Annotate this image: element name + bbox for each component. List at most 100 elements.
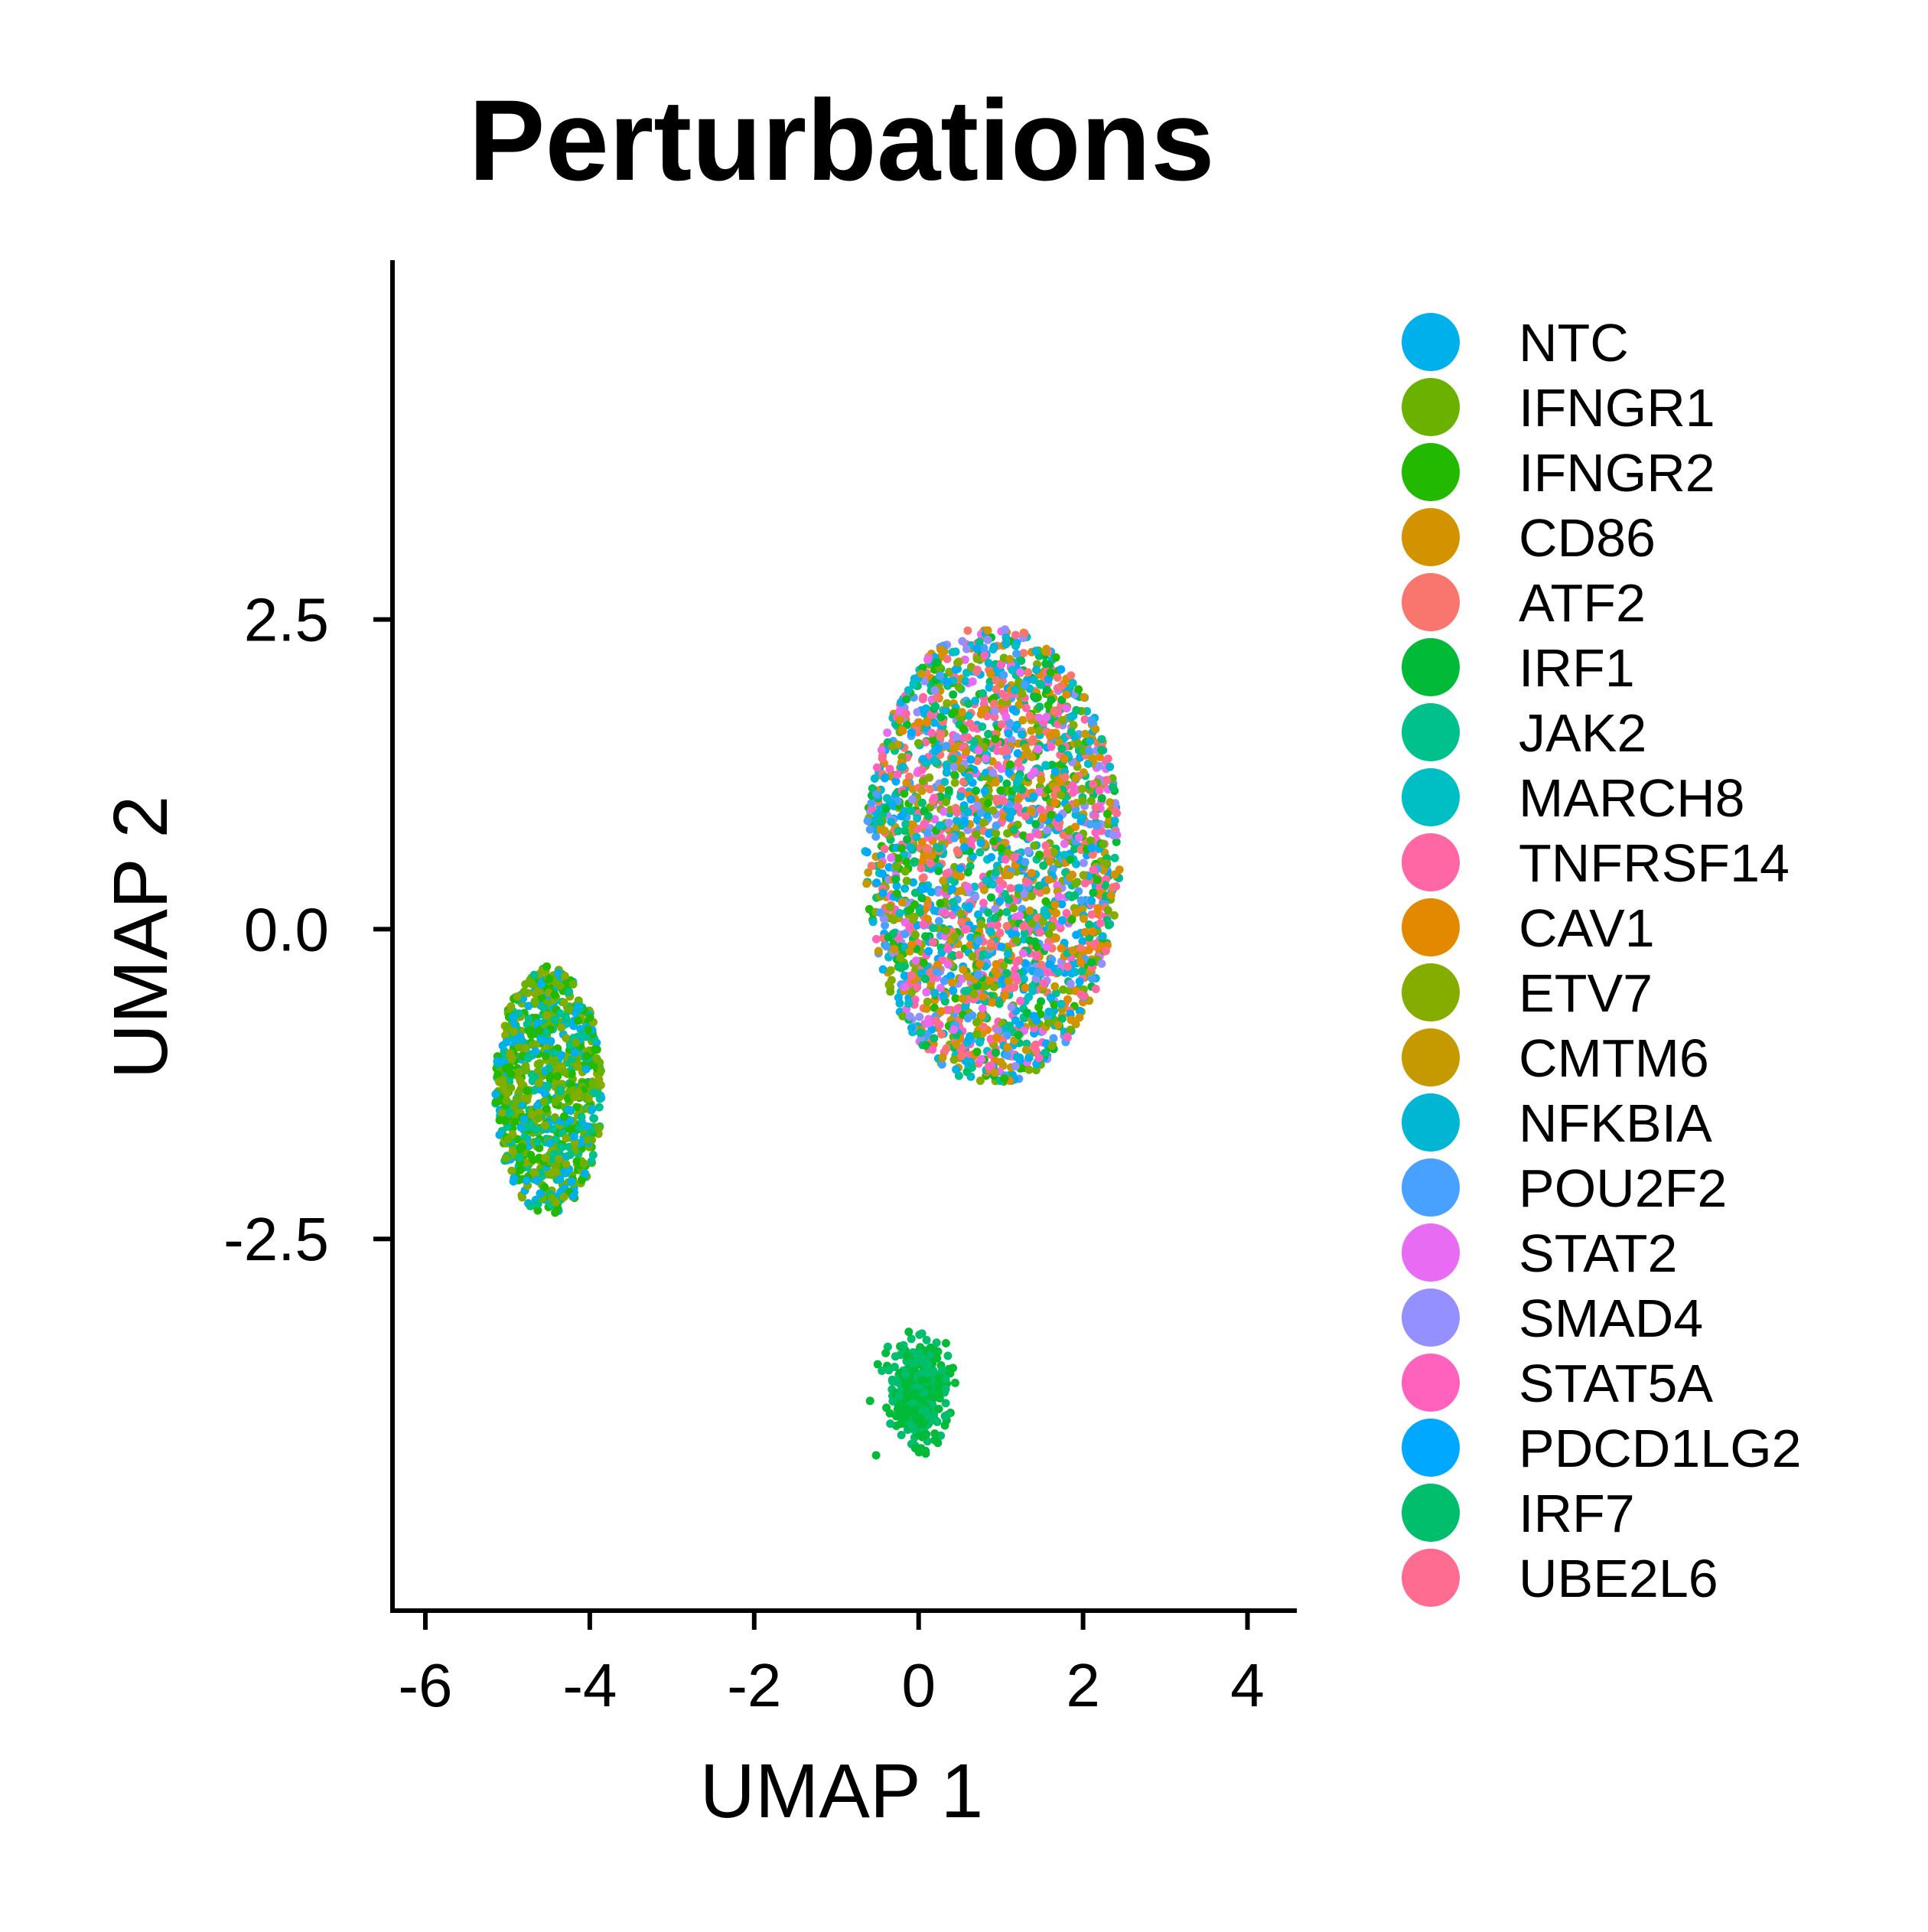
scatter-point [917, 670, 926, 679]
scatter-point [514, 1043, 523, 1052]
scatter-point [1086, 836, 1095, 845]
scatter-point [1050, 706, 1059, 715]
scatter-point [900, 884, 910, 893]
scatter-point [1028, 735, 1037, 744]
scatter-point [495, 1116, 504, 1125]
legend-key [1402, 1223, 1460, 1282]
scatter-point [528, 979, 536, 989]
scatter-point [1097, 735, 1106, 744]
scatter-point [950, 1378, 959, 1387]
scatter-point [944, 819, 953, 828]
scatter-point [1109, 911, 1119, 920]
scatter-point [1003, 1043, 1012, 1052]
scatter-point [1001, 633, 1011, 642]
scatter-point [1053, 673, 1062, 682]
scatter-point [898, 1012, 907, 1021]
scatter-point [887, 976, 896, 985]
scatter-point [1006, 884, 1015, 893]
scatter-point [1095, 752, 1104, 761]
scatter-point [1025, 906, 1034, 915]
scatter-point [1011, 641, 1020, 650]
scatter-point [1005, 655, 1014, 663]
scatter-point [542, 962, 552, 971]
scatter-point [1002, 969, 1011, 978]
scatter-point [989, 699, 998, 709]
scatter-point [878, 869, 887, 878]
scatter-point [920, 884, 930, 893]
scatter-point [1024, 668, 1033, 677]
scatter-point [1067, 712, 1076, 722]
scatter-point [903, 720, 911, 729]
legend-label: IFNGR1 [1519, 378, 1715, 438]
scatter-point [980, 650, 989, 660]
scatter-point [1005, 813, 1014, 823]
scatter-point [1106, 762, 1115, 771]
scatter-point [1009, 825, 1018, 834]
scatter-point [577, 1175, 586, 1184]
scatter-point [950, 833, 959, 842]
scatter-point [1046, 731, 1055, 741]
scatter-point [936, 712, 946, 722]
scatter-point [520, 1132, 529, 1142]
scatter-point [917, 837, 927, 846]
scatter-point [876, 860, 885, 869]
scatter-point [988, 806, 998, 815]
scatter-point [989, 836, 998, 845]
scatter-point [555, 1155, 564, 1164]
x-tick-label: -4 [562, 1651, 617, 1719]
scatter-point [594, 1075, 604, 1084]
scatter-point [881, 804, 891, 813]
scatter-point [909, 1391, 918, 1400]
scatter-point [503, 1022, 512, 1031]
scatter-point [940, 777, 949, 787]
scatter-point [1021, 983, 1030, 992]
scatter-point [1027, 726, 1036, 735]
scatter-point [978, 1012, 987, 1020]
scatter-point [871, 832, 881, 841]
scatter-point [1015, 911, 1024, 920]
scatter-point [1050, 767, 1060, 776]
scatter-point [948, 885, 956, 894]
scatter-point [574, 1016, 583, 1025]
x-ticks: -6 -4 -2 0 2 4 [398, 1611, 1265, 1719]
legend-label: ATF2 [1519, 573, 1646, 633]
scatter-point [865, 825, 874, 834]
scatter-point [1019, 831, 1028, 840]
scatter-point [1008, 705, 1018, 714]
scatter-point [992, 821, 1001, 830]
scatter-point [541, 1051, 550, 1060]
scatter-point [568, 1086, 578, 1095]
scatter-point [872, 790, 881, 799]
scatter-point [963, 733, 972, 742]
scatter-point [550, 1015, 559, 1025]
scatter-point [1089, 865, 1098, 875]
scatter-point [513, 1069, 521, 1078]
scatter-point [1080, 692, 1089, 702]
scatter-point [594, 1103, 604, 1112]
scatter-point [920, 1406, 930, 1415]
scatter-point [1054, 738, 1063, 747]
scatter-point [526, 1201, 535, 1210]
scatter-point [524, 1015, 533, 1024]
scatter-point [1017, 656, 1026, 665]
scatter-point [1004, 729, 1013, 738]
scatter-point [992, 1033, 1001, 1042]
scatter-point [1037, 960, 1046, 969]
scatter-point [933, 658, 942, 667]
scatter-point [1060, 754, 1069, 764]
scatter-point [582, 1051, 591, 1060]
scatter-point [887, 853, 896, 862]
scatter-point [872, 763, 881, 772]
scatter-point [1045, 857, 1054, 866]
scatter-point [997, 942, 1006, 951]
scatter-point [1043, 968, 1052, 977]
scatter-point [954, 849, 962, 858]
scatter-point [588, 1079, 598, 1087]
scatter-point [907, 728, 916, 737]
scatter-point [962, 668, 971, 677]
scatter-point [980, 787, 989, 796]
scatter-point [932, 1338, 941, 1347]
scatter-point [582, 1122, 591, 1131]
scatter-point [894, 826, 903, 836]
scatter-point [888, 1396, 897, 1406]
